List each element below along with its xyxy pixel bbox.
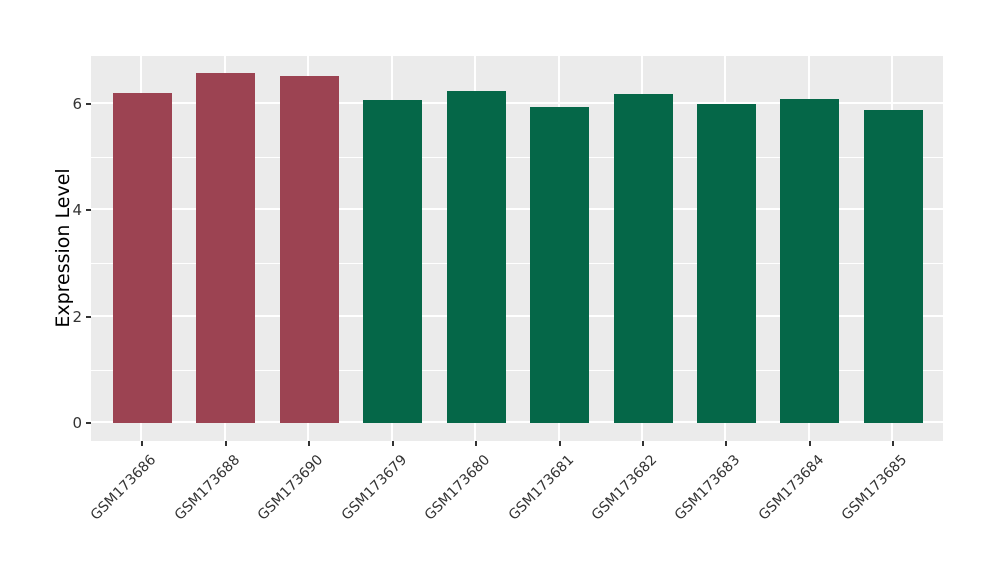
gridline-major-y0 xyxy=(91,420,943,423)
gridline-minor-y1 xyxy=(91,369,943,371)
bar-GSM173690 xyxy=(279,76,339,423)
x-tick-mark-GSM173681 xyxy=(558,441,561,446)
x-tick-mark-GSM173686 xyxy=(141,441,144,446)
y-tick-label-2: 2 xyxy=(72,307,82,326)
bar-GSM173682 xyxy=(613,93,673,423)
gridline-major-y6 xyxy=(91,101,943,104)
y-tick-mark-0 xyxy=(86,421,91,424)
y-axis-title: Expression Level xyxy=(52,168,74,328)
x-tick-mark-GSM173680 xyxy=(475,441,478,446)
bar-GSM173683 xyxy=(696,104,756,423)
y-tick-mark-6 xyxy=(86,102,91,105)
y-tick-label-6: 6 xyxy=(72,94,82,113)
gridline-minor-y5 xyxy=(91,157,943,159)
x-tick-mark-GSM173679 xyxy=(391,441,394,446)
x-tick-mark-GSM173682 xyxy=(642,441,644,446)
gridline-minor-y3 xyxy=(91,263,943,265)
gridline-major-y2 xyxy=(91,314,943,317)
bar-GSM173681 xyxy=(530,107,590,423)
x-tick-mark-GSM173688 xyxy=(224,441,227,446)
x-tick-mark-GSM173690 xyxy=(308,441,311,446)
x-tick-mark-GSM173684 xyxy=(808,441,811,446)
gridline-major-y4 xyxy=(91,208,943,211)
x-tick-mark-GSM173683 xyxy=(725,441,728,446)
y-tick-label-4: 4 xyxy=(72,201,82,220)
y-tick-label-0: 0 xyxy=(72,413,82,432)
bar-GSM173680 xyxy=(446,90,506,423)
bar-GSM173686 xyxy=(112,92,172,423)
x-tick-mark-GSM173685 xyxy=(892,441,895,446)
bar-GSM173679 xyxy=(363,99,423,423)
bar-GSM173688 xyxy=(196,73,256,423)
bar-GSM173685 xyxy=(863,110,923,423)
bar-GSM173684 xyxy=(780,98,840,423)
y-tick-mark-4 xyxy=(86,209,91,212)
y-tick-mark-2 xyxy=(86,315,91,318)
